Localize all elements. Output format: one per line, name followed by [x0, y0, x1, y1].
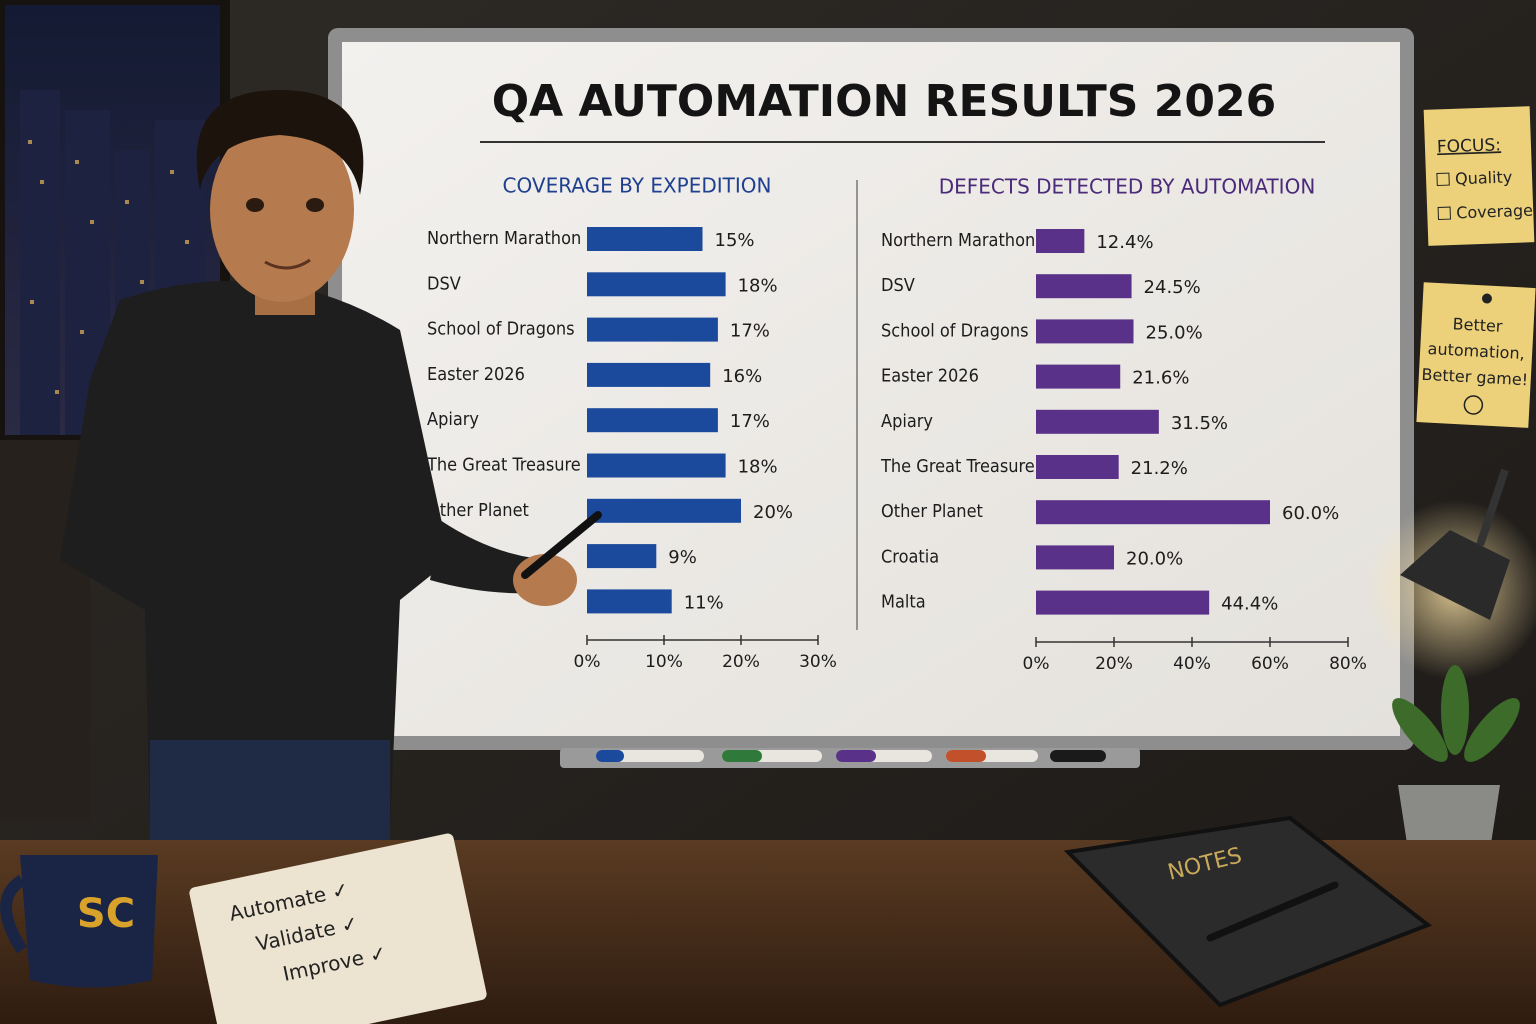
bar: [587, 544, 657, 569]
mug-logo: SC: [77, 891, 135, 937]
plant-pot: [1398, 785, 1500, 850]
value-label: 44.4%: [1221, 594, 1278, 615]
category-label: The Great Treasure: [426, 455, 581, 476]
bar: [1036, 229, 1085, 253]
category-label: Apiary: [881, 411, 933, 432]
x-tick-label: 10%: [645, 652, 683, 672]
pen: [1206, 881, 1339, 942]
value-label: 20.0%: [1126, 548, 1183, 569]
hoodie: [60, 280, 450, 830]
value-label: 11%: [684, 592, 724, 613]
pin: [1481, 293, 1492, 304]
value-label: 21.2%: [1131, 458, 1188, 479]
whiteboard: [342, 42, 1400, 736]
category-label: Apiary: [427, 409, 479, 430]
bar: [1036, 274, 1132, 299]
value-label: 16%: [722, 366, 762, 387]
sticky-text: Better: [1452, 314, 1503, 336]
value-label: 21.6%: [1132, 368, 1189, 389]
category-label: School of Dragons: [427, 319, 575, 340]
sticky-item: Quality: [1455, 167, 1513, 188]
value-label: 18%: [738, 275, 778, 296]
x-tick-label: 40%: [1173, 654, 1211, 674]
category-label: Croatia: [881, 546, 939, 567]
category-label: Easter 2026: [427, 364, 525, 385]
sticky-note: [1416, 282, 1536, 428]
checkbox: [1436, 172, 1450, 187]
smiley: [1463, 395, 1484, 415]
notepad: Automate ✓ Validate ✓ Improve ✓: [189, 833, 487, 1024]
category-label: Other Planet: [427, 500, 529, 521]
value-label: 12.4%: [1096, 232, 1153, 253]
category-label: School of Dragons: [881, 320, 1029, 341]
marker-pen: [521, 511, 602, 579]
checkbox: [1437, 206, 1452, 220]
x-tick-label: 20%: [1095, 654, 1133, 674]
board-title: QA AUTOMATION RESULTS 2026: [492, 76, 1277, 127]
value-label: 18%: [738, 457, 778, 478]
bar: [1036, 500, 1270, 525]
x-tick-label: 0%: [574, 652, 601, 672]
bar: [1036, 455, 1119, 479]
bar: [1036, 590, 1210, 615]
value-label: 9%: [668, 547, 697, 568]
value-label: 24.5%: [1144, 277, 1201, 298]
bar: [587, 272, 726, 297]
sticky-item: Coverage: [1456, 201, 1533, 223]
notepad-page: [189, 833, 487, 1024]
bar: [587, 408, 718, 433]
value-label: 20%: [753, 502, 793, 523]
category-label: DSV: [881, 275, 915, 296]
bar: [1036, 545, 1114, 570]
mug-handle: [0, 874, 28, 954]
category-label: Malta: [881, 592, 926, 613]
eye: [306, 198, 324, 212]
category-label: Other Planet: [881, 501, 983, 522]
category-label: Northern Marathon: [427, 228, 581, 249]
category-label: Easter 2026: [881, 366, 979, 387]
bar: [1036, 409, 1159, 434]
sticky-heading: FOCUS:: [1437, 135, 1502, 157]
plant-leaves: [1392, 665, 1520, 762]
smile: [264, 258, 311, 270]
value-label: 60.0%: [1282, 503, 1339, 524]
person: [60, 90, 602, 850]
lamp-shade: [1400, 530, 1510, 620]
notebook: [1063, 815, 1433, 1008]
x-tick-label: 0%: [1023, 654, 1050, 674]
x-tick-label: 60%: [1251, 654, 1289, 674]
value-label: 15%: [715, 230, 755, 251]
category-label: The Great Treasure: [880, 456, 1035, 477]
x-tick-label: 30%: [799, 652, 837, 672]
bar: [587, 227, 703, 251]
bar: [587, 589, 672, 614]
x-tick-label: 80%: [1329, 654, 1367, 674]
hair: [196, 90, 364, 195]
sticky-note: [1423, 106, 1535, 246]
bar: [587, 317, 718, 342]
mug: [20, 855, 158, 988]
bar: [1036, 319, 1134, 344]
bar: [1036, 364, 1121, 389]
face: [210, 118, 354, 302]
value-label: 17%: [730, 411, 770, 432]
sticky-focus: FOCUS: Quality Coverage: [1423, 106, 1535, 246]
jeans: [150, 740, 390, 850]
chart-title: DEFECTS DETECTED BY AUTOMATION: [939, 175, 1316, 199]
value-label: 25.0%: [1146, 322, 1203, 343]
category-label: Northern Marathon: [881, 230, 1035, 251]
value-label: 17%: [730, 321, 770, 342]
x-tick-label: 20%: [722, 652, 760, 672]
eye: [246, 198, 264, 212]
chart-title: COVERAGE BY EXPEDITION: [503, 174, 772, 198]
category-label: DSV: [427, 273, 461, 294]
lamp-arm: [1476, 468, 1509, 547]
markers: [596, 750, 1106, 762]
bar: [587, 453, 726, 478]
bar: [587, 498, 741, 523]
bar: [587, 362, 711, 387]
value-label: 31.5%: [1171, 413, 1228, 434]
sticky-motto: Better automation, Better game!: [1416, 282, 1536, 428]
